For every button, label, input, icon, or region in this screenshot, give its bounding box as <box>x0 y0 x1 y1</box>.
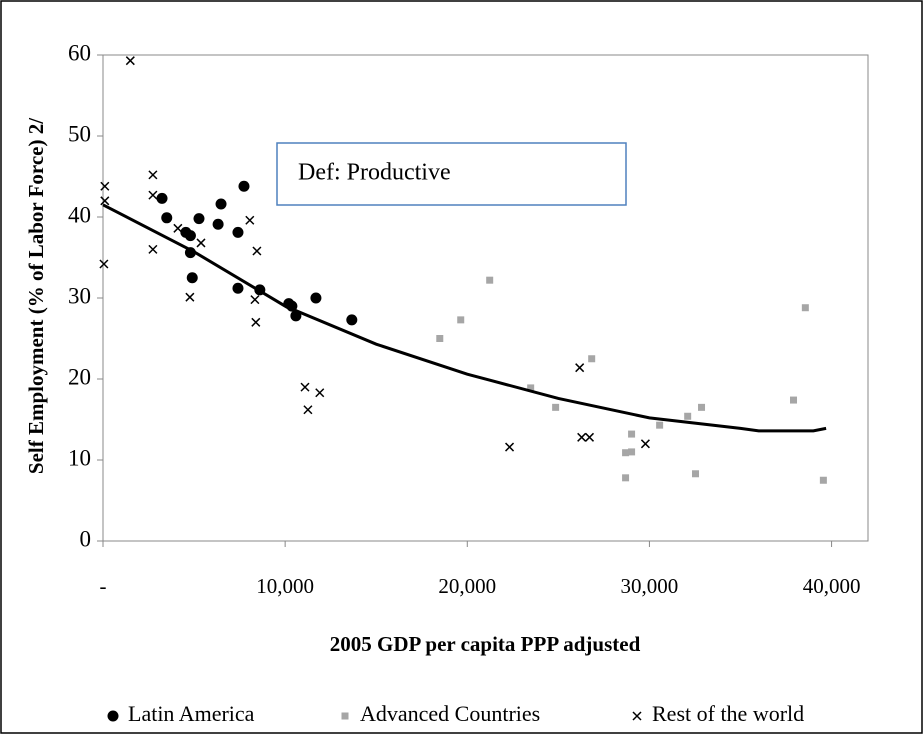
y-tick-label: 50 <box>68 121 91 146</box>
trend-line <box>102 203 827 433</box>
point <box>125 56 135 66</box>
x-axis-label: 2005 GDP per capita PPP adjusted <box>330 632 641 656</box>
point <box>584 432 595 442</box>
point <box>251 317 261 327</box>
y-tick-label: 40 <box>68 202 91 227</box>
point <box>212 218 224 230</box>
point <box>215 198 227 210</box>
point <box>186 272 198 284</box>
legend-marker <box>632 711 642 721</box>
point <box>310 292 322 304</box>
point <box>161 212 173 224</box>
legend-label: Rest of the world <box>652 701 804 726</box>
x-tick-label: - <box>100 574 107 598</box>
point <box>628 448 636 456</box>
point <box>250 295 260 305</box>
point <box>148 244 158 254</box>
y-tick-label: 10 <box>68 445 91 470</box>
point <box>315 388 325 398</box>
point <box>457 316 465 324</box>
point <box>527 384 535 392</box>
legend-marker <box>341 712 349 720</box>
point <box>656 421 664 429</box>
point <box>185 292 195 302</box>
point <box>819 476 827 484</box>
point <box>196 238 206 248</box>
legend-label: Advanced Countries <box>360 701 540 726</box>
legend-label: Latin America <box>128 701 255 726</box>
y-tick-label: 30 <box>68 283 91 308</box>
point <box>300 382 310 392</box>
point <box>156 192 168 204</box>
x-tick-label: 20,000 <box>438 574 496 598</box>
point <box>505 442 515 452</box>
y-tick-label: 60 <box>68 40 91 65</box>
point <box>790 396 798 404</box>
point <box>801 304 809 312</box>
point <box>622 474 630 482</box>
point <box>577 432 587 442</box>
point <box>232 282 244 294</box>
annotation: Def: Productive <box>298 160 451 186</box>
x-tick-label: 10,000 <box>256 574 314 598</box>
point <box>436 335 444 342</box>
point <box>628 430 636 438</box>
x-tick-label: 40,000 <box>803 574 861 598</box>
point <box>692 470 700 478</box>
y-axis-label: Self Employment (% of Labor Force) 2/ <box>24 117 48 474</box>
point <box>622 449 630 457</box>
point <box>100 196 110 206</box>
annotation-box <box>276 142 627 206</box>
point <box>245 215 255 225</box>
y-tick-label: 0 <box>80 526 92 551</box>
point <box>148 170 158 180</box>
point <box>575 363 585 373</box>
point <box>640 439 650 449</box>
point <box>184 230 196 242</box>
point <box>238 180 250 192</box>
point <box>252 246 262 256</box>
x-tick-label: 30,000 <box>621 574 679 598</box>
point <box>684 412 692 420</box>
point <box>303 405 313 415</box>
y-tick-label: 20 <box>68 364 91 389</box>
point <box>99 259 109 269</box>
point <box>486 276 494 284</box>
point <box>232 226 244 238</box>
point <box>173 223 183 233</box>
point <box>588 355 596 363</box>
point <box>100 181 110 191</box>
legend-marker <box>107 710 119 722</box>
point <box>193 213 205 225</box>
point <box>552 403 560 411</box>
point <box>346 314 358 326</box>
point <box>698 403 706 411</box>
point <box>148 190 158 200</box>
